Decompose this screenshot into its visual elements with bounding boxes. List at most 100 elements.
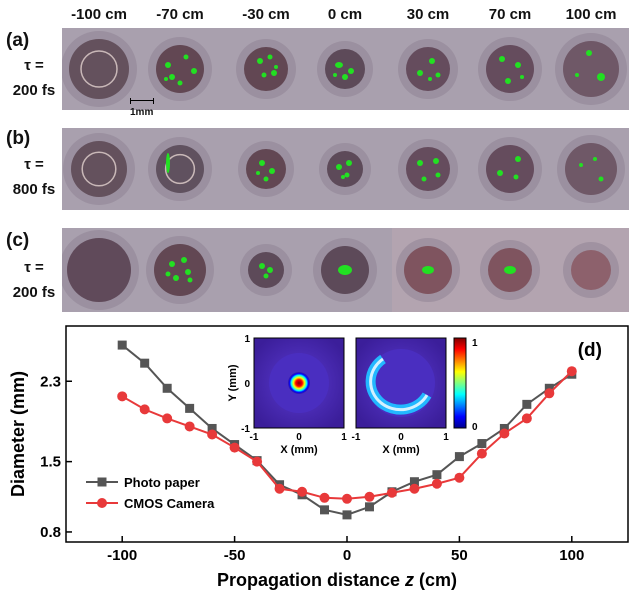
green-spot <box>187 277 193 283</box>
legend-label: CMOS Camera <box>124 496 215 511</box>
green-spot <box>593 157 597 161</box>
green-spot <box>173 275 179 281</box>
beam-strip-c <box>62 228 629 312</box>
tau-label-c: τ = 200 fs <box>10 255 58 305</box>
beam-spot <box>325 49 365 89</box>
beam-spot <box>244 47 288 91</box>
inset-y-tick: 0 <box>244 379 250 390</box>
beam-spot <box>565 143 617 195</box>
data-point <box>184 421 195 432</box>
beam-spot <box>406 47 450 91</box>
tau-value: 800 fs <box>12 181 56 198</box>
inset-panel: -1 0 1 X (mm) <box>352 337 449 456</box>
col-header: -100 cm <box>71 6 127 23</box>
data-point <box>140 358 150 368</box>
beam-ring <box>164 153 196 185</box>
tau-value: 200 fs <box>12 82 56 99</box>
green-spot <box>177 80 183 86</box>
beam-spot <box>563 41 619 97</box>
beam-spot <box>486 145 534 193</box>
beam-strip-a <box>62 28 629 110</box>
green-spot <box>348 68 354 74</box>
green-spot <box>342 74 348 80</box>
x-tick-label: 0 <box>343 547 351 564</box>
x-tick-label: 100 <box>559 547 584 564</box>
green-spot <box>259 263 265 269</box>
green-spot <box>338 265 352 275</box>
data-point <box>521 413 532 424</box>
inset-y-label: Y (mm) <box>227 364 239 401</box>
data-point <box>342 510 352 520</box>
beam-spot <box>248 252 284 288</box>
data-point <box>162 413 173 424</box>
green-spot <box>183 54 189 60</box>
col-header: 70 cm <box>488 6 532 23</box>
inset-x-tick: -1 <box>250 432 259 443</box>
data-point <box>544 388 555 399</box>
tau-line: τ = <box>24 57 44 74</box>
green-spot <box>597 73 605 81</box>
data-point <box>162 383 172 393</box>
inset-x-tick: -1 <box>352 432 361 443</box>
tau-label-a: τ = 200 fs <box>10 53 58 103</box>
tau-label-b: τ = 800 fs <box>10 152 58 202</box>
green-spot <box>435 172 441 178</box>
data-point <box>229 442 240 453</box>
green-spot <box>598 176 604 182</box>
data-point <box>477 439 487 449</box>
green-spot <box>341 175 345 179</box>
beam-spot <box>154 244 206 296</box>
green-spot <box>166 153 170 173</box>
chart-insets: -1 0 1 X (mm) 1 0 -1 Y (mm) -1 0 1 X (mm) 1 0 <box>227 334 478 456</box>
green-spot <box>513 174 519 180</box>
scale-bar <box>130 98 154 104</box>
green-spot <box>181 257 187 263</box>
tau-line: τ = <box>24 259 44 276</box>
inset-panel: -1 0 1 X (mm) 1 0 -1 Y (mm) <box>227 334 347 456</box>
inset-x-tick: 0 <box>398 432 404 443</box>
green-spot <box>333 73 337 77</box>
green-spot <box>263 273 269 279</box>
col-header: 30 cm <box>406 6 450 23</box>
data-point <box>522 399 532 409</box>
green-spot <box>269 168 275 174</box>
col-header: 0 cm <box>327 6 363 23</box>
beam-spot <box>156 145 204 193</box>
green-spot <box>267 267 273 273</box>
data-point <box>499 428 510 439</box>
x-tick-label: 50 <box>451 547 468 564</box>
x-tick-label: -50 <box>224 547 246 564</box>
green-spot <box>274 65 278 69</box>
data-point <box>499 423 509 433</box>
beam-spot <box>571 250 611 290</box>
green-spot <box>165 62 171 68</box>
data-point <box>320 505 330 515</box>
col-header: 100 cm <box>565 6 617 23</box>
green-spot <box>185 269 191 275</box>
green-spot <box>575 73 579 77</box>
beam-spot <box>406 147 450 191</box>
data-point <box>364 502 374 512</box>
data-point <box>454 452 464 462</box>
green-spot <box>263 176 269 182</box>
chart-series <box>117 340 577 520</box>
col-header: -70 cm <box>156 6 204 23</box>
green-spot <box>421 176 427 182</box>
green-spot <box>165 271 171 277</box>
green-spot <box>505 78 511 84</box>
inset-x-tick: 1 <box>341 432 347 443</box>
beam-spot <box>156 45 204 93</box>
beam-spots-b <box>63 133 625 205</box>
y-tick-label: 1.5 <box>40 454 61 471</box>
green-spot <box>169 74 175 80</box>
beam-ring <box>81 151 117 187</box>
x-tick-label: -100 <box>107 547 137 564</box>
beam-strip-b <box>62 128 629 210</box>
green-spot <box>164 77 168 81</box>
panel-label-a: (a) <box>6 30 30 51</box>
beam-spot <box>67 238 131 302</box>
data-point <box>252 456 263 467</box>
green-spot <box>515 156 521 162</box>
